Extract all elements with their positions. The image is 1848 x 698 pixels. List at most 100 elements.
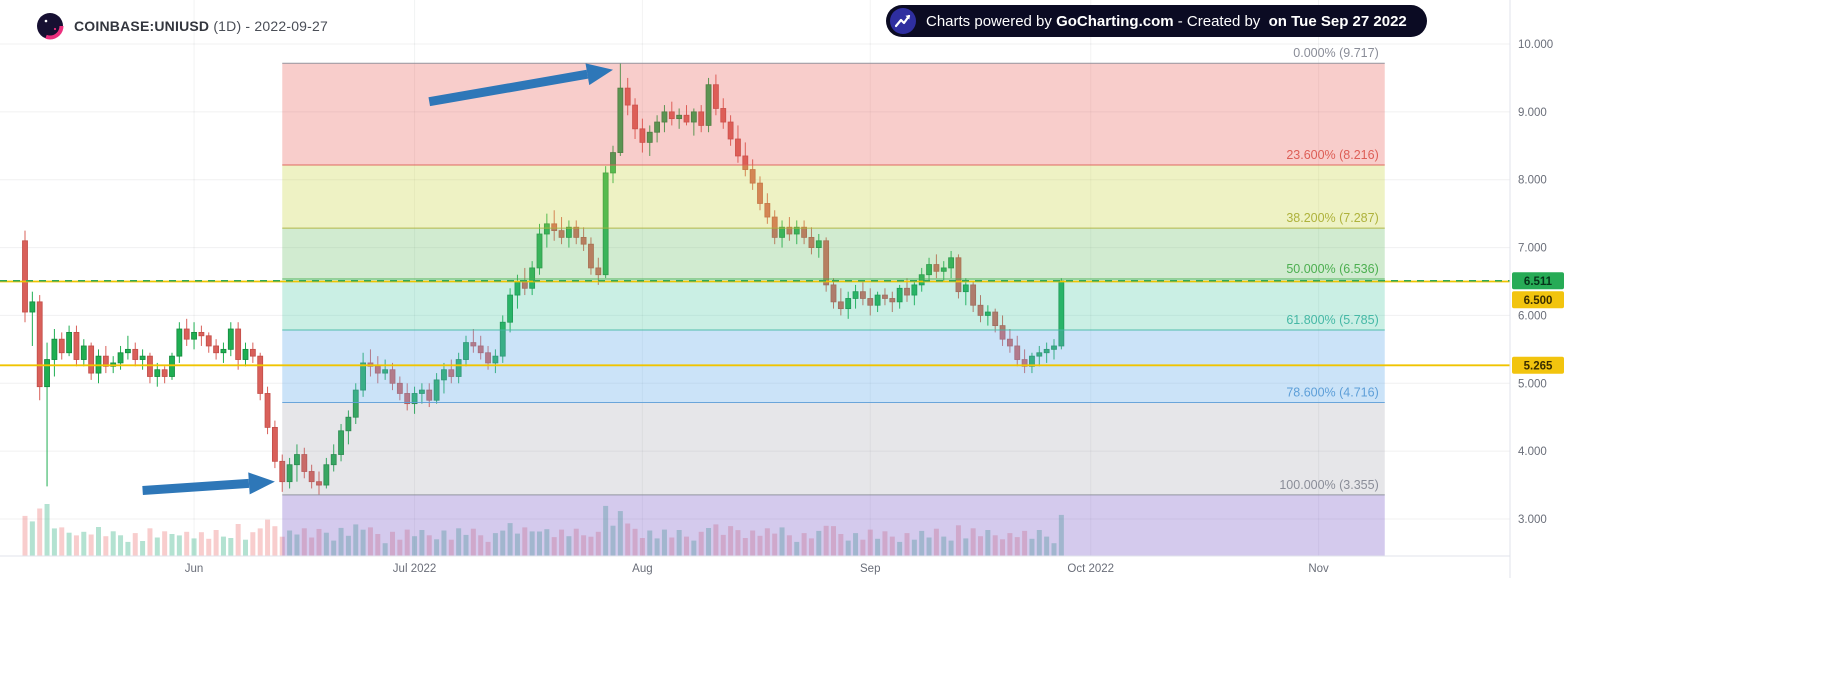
volume-bar [309, 537, 315, 556]
candle-body [815, 240, 822, 248]
volume-bar [706, 528, 712, 556]
candle-body [683, 114, 690, 123]
candle-body [786, 226, 793, 235]
candle-body [948, 257, 954, 269]
trending-up-icon [889, 7, 917, 35]
volume-bar [889, 536, 895, 556]
candle-body [845, 298, 852, 310]
volume-bar [110, 531, 116, 556]
price-marker-badge [1512, 272, 1564, 290]
candle-body [147, 355, 153, 377]
candle-body [1007, 338, 1013, 347]
volume-bar [919, 530, 925, 556]
fib-level-label: 38.200% (7.287) [1286, 211, 1378, 225]
candle-body [1021, 359, 1028, 367]
volume-bar [228, 538, 234, 556]
annotation-arrow-shaft[interactable] [428, 69, 589, 107]
candle-body [573, 226, 580, 238]
volume-bar [176, 535, 182, 556]
volume-bar [639, 538, 645, 556]
volume-bar [529, 531, 535, 556]
volume-bar [257, 528, 263, 556]
annotation-arrow-head[interactable] [585, 63, 613, 86]
candle-body [749, 169, 756, 184]
candle-body [808, 236, 815, 248]
volume-bar [507, 523, 513, 556]
candle-body [132, 348, 139, 360]
volume-bar [698, 531, 704, 556]
fib-band[interactable] [282, 494, 1385, 557]
volume-bar [757, 535, 763, 556]
candle-body [837, 301, 844, 310]
candle-body [676, 114, 683, 120]
volume-bar [1007, 533, 1013, 556]
fib-band[interactable] [282, 228, 1385, 280]
candle-body [360, 362, 367, 391]
candle-body [867, 298, 874, 306]
volume-bar [838, 534, 844, 556]
volume-bar [250, 532, 256, 556]
volume-bar [955, 525, 961, 556]
candle-body [264, 393, 271, 428]
candle-body [80, 345, 87, 360]
candle-body [610, 152, 616, 174]
candle-body [529, 267, 536, 289]
volume-bar [492, 533, 498, 556]
volume-bar [243, 539, 248, 556]
fib-band[interactable] [282, 63, 1385, 166]
volume-bar [404, 529, 410, 556]
fib-band[interactable] [282, 330, 1385, 403]
volume-bar [331, 540, 337, 556]
volume-bar [198, 532, 204, 556]
volume-bar [37, 508, 43, 556]
volume-bar [463, 534, 469, 556]
candle-body [477, 345, 484, 354]
volume-bar [375, 534, 381, 556]
volume-bar [323, 532, 329, 556]
candle-body [639, 128, 646, 143]
candle-body [793, 226, 800, 235]
volume-bar [191, 538, 197, 556]
candle-body [389, 369, 396, 384]
candle-body [654, 121, 660, 133]
volume-bar [816, 530, 822, 556]
candle-body [999, 325, 1006, 340]
candle-body [352, 389, 359, 418]
volume-bar [661, 529, 667, 556]
candle-body [940, 267, 947, 272]
volume-bar [316, 528, 322, 556]
symbol-title: COINBASE:UNIUSD [74, 18, 210, 34]
candle-body [271, 426, 278, 462]
volume-bar [610, 525, 616, 556]
volume-bar [51, 528, 57, 556]
candle-body [661, 111, 668, 123]
candle-body [191, 331, 197, 340]
candle-body [117, 352, 124, 364]
candle-body [588, 243, 594, 269]
volume-bar [625, 523, 631, 556]
volume-bar [1051, 543, 1057, 556]
banner-date: on Tue Sep 27 2022 [1264, 12, 1407, 30]
candle-body [1051, 345, 1057, 350]
volume-bar [941, 536, 947, 556]
annotation-arrow-shaft[interactable] [142, 478, 250, 495]
candle-body [970, 284, 977, 306]
volume-bar [860, 539, 866, 556]
candle-body [668, 111, 675, 120]
volume-bar [412, 536, 418, 556]
annotation-arrow-head[interactable] [248, 472, 275, 495]
fib-band[interactable] [282, 165, 1385, 229]
fib-band[interactable] [282, 402, 1385, 495]
price-marker-value: 6.500 [1524, 295, 1553, 307]
volume-bar [59, 527, 65, 556]
volume-bar [897, 541, 903, 556]
volume-bar [911, 539, 917, 556]
volume-bar [728, 526, 734, 556]
fib-band[interactable] [282, 279, 1385, 331]
candle-body [779, 226, 785, 238]
fib-level-label: 50.000% (6.536) [1286, 262, 1378, 276]
candle-body [73, 331, 80, 360]
volume-bar [823, 525, 829, 556]
volume-bar [522, 527, 528, 556]
